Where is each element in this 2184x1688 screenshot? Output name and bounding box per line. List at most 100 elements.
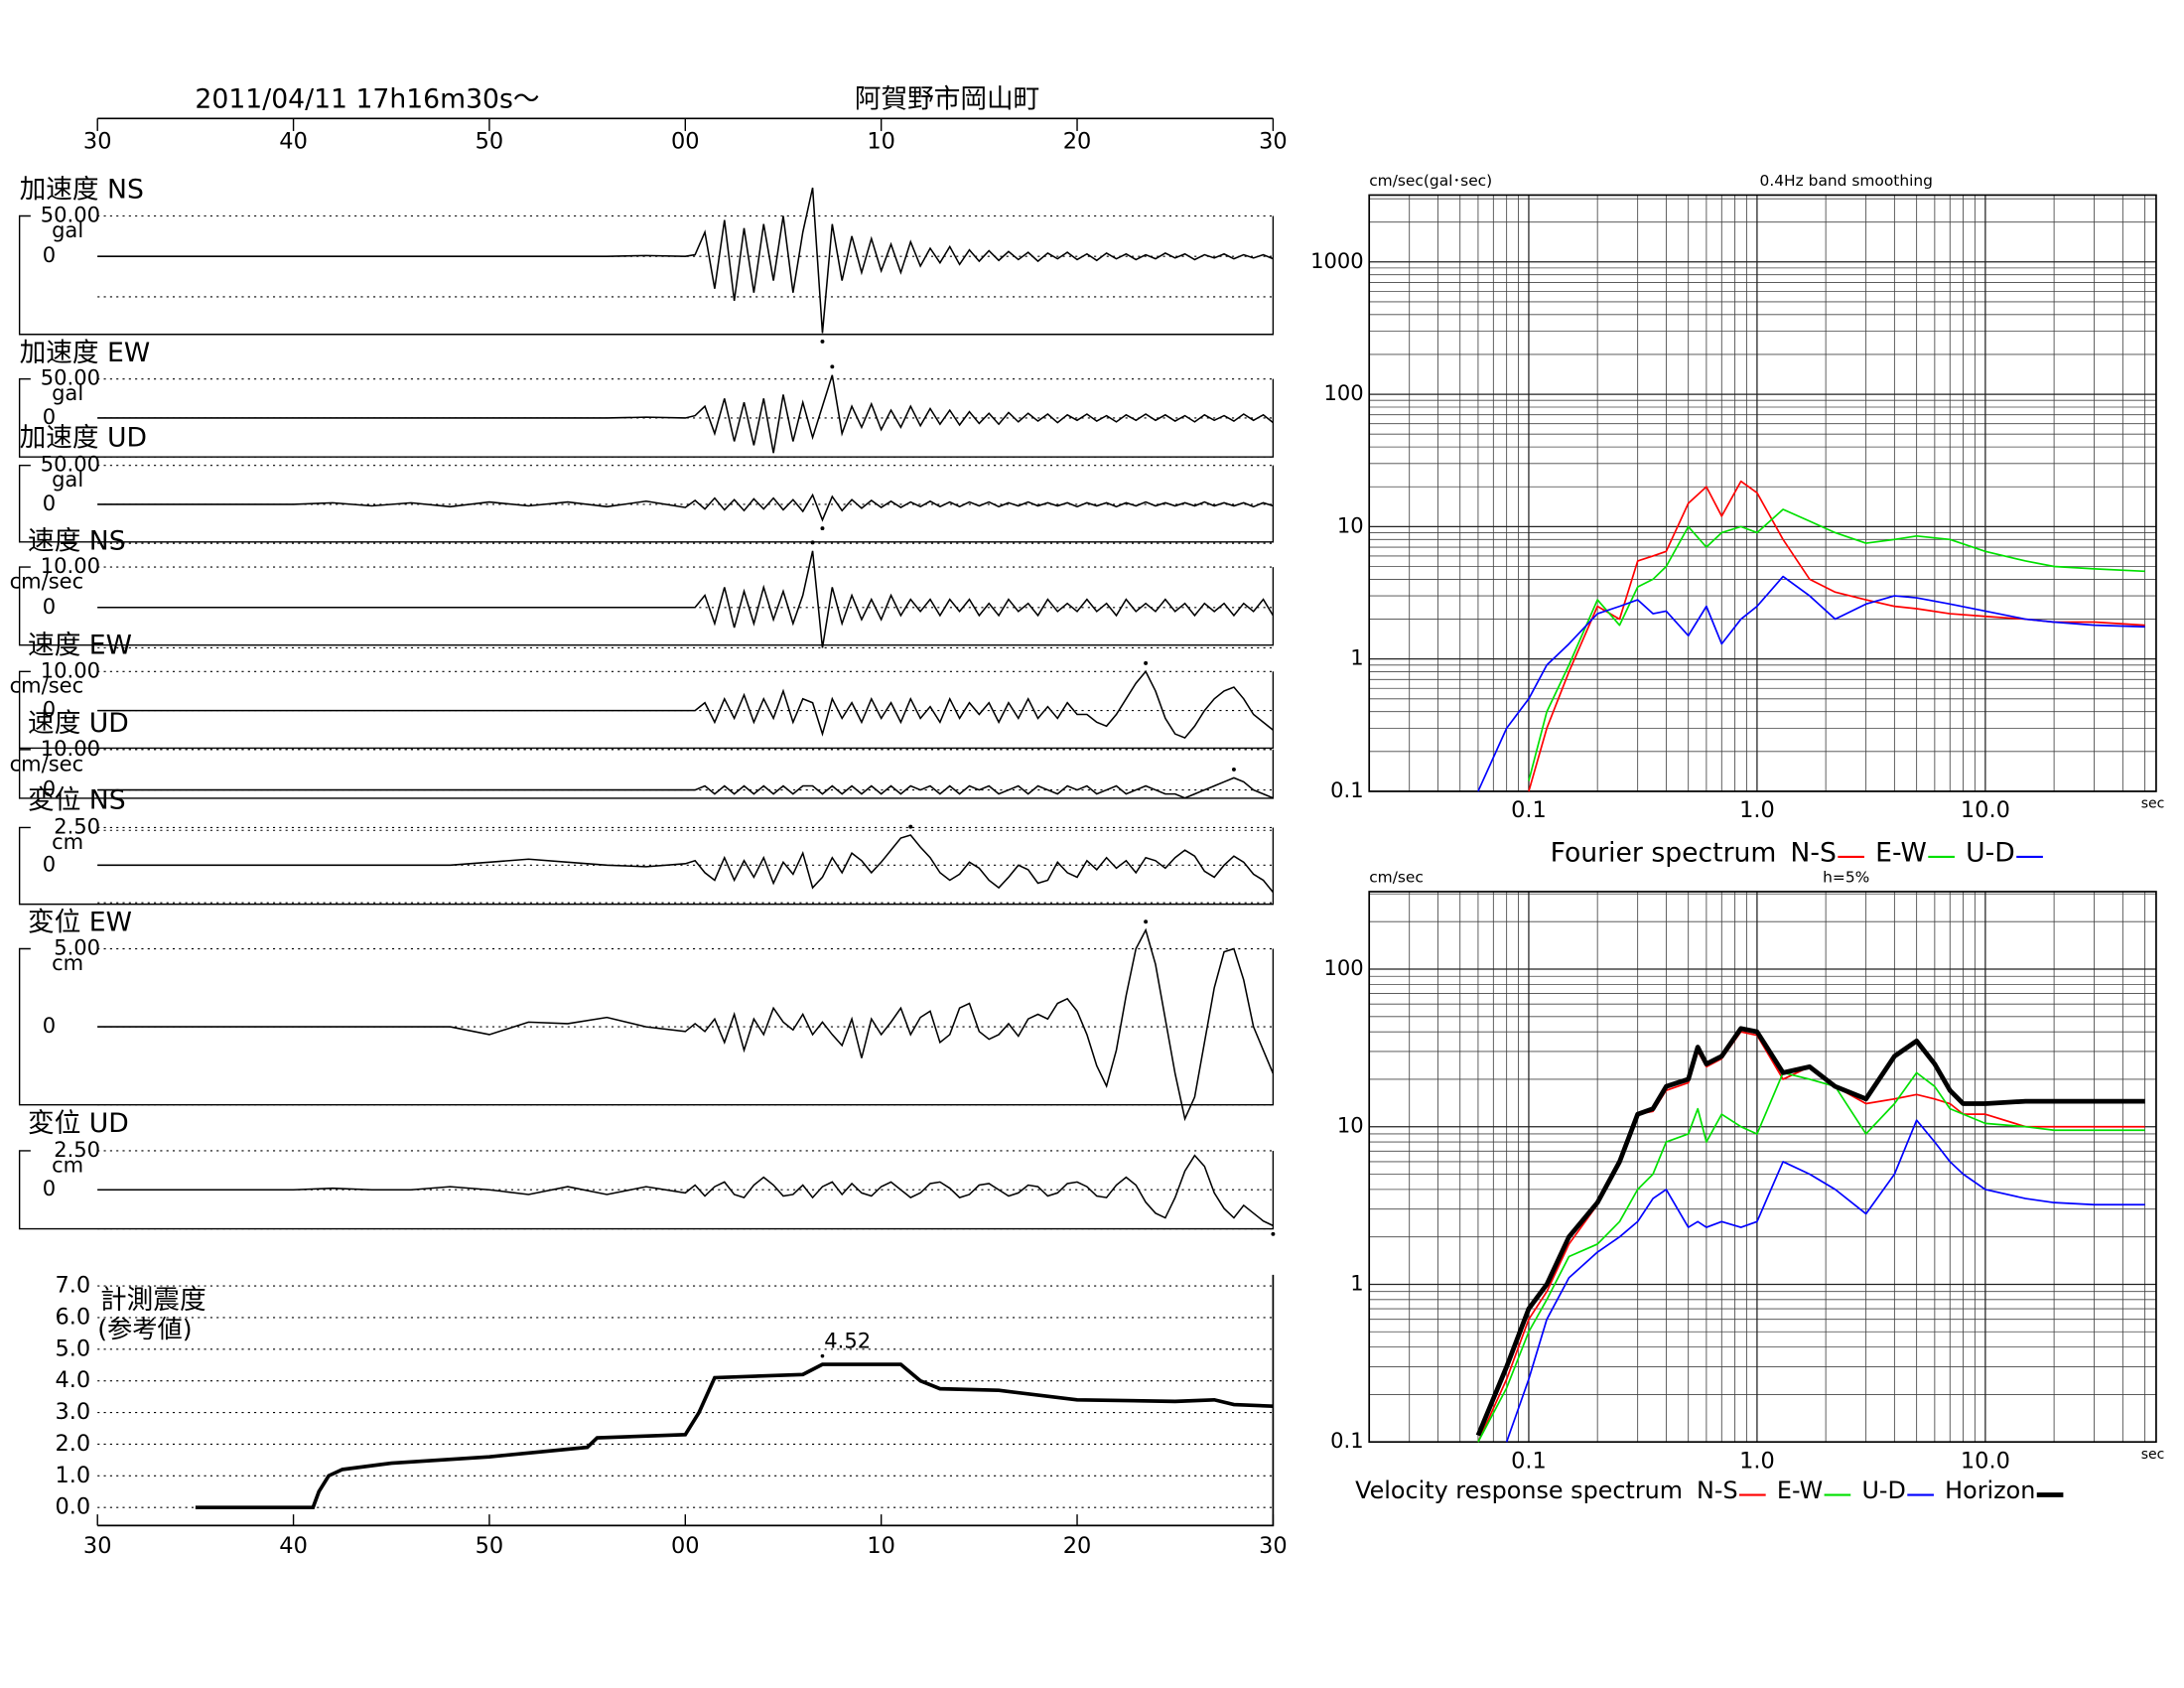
y-tick-label: 2.50 — [54, 813, 100, 838]
unit-label: cm/sec — [10, 569, 84, 594]
y-tick-label: 4.0 — [56, 1367, 91, 1393]
legend-label: Horizon — [1945, 1477, 2035, 1504]
legend-label: N-S — [1790, 838, 1836, 869]
y-tick-label: 0 — [43, 851, 56, 876]
x-tick-label: 40 — [279, 129, 308, 155]
y-tick-label: 7.0 — [56, 1273, 91, 1299]
waveform-trace — [97, 776, 1274, 799]
y-tick-label: 0.1 — [1330, 777, 1363, 802]
y-tick-label: 0 — [43, 1013, 56, 1038]
spectrum-line — [1505, 1119, 2145, 1443]
trace-name: 加速度 EW — [20, 338, 151, 368]
station-name: 阿賀野市岡山町 — [855, 84, 1040, 115]
y-axis-label: cm/sec — [1369, 868, 1424, 886]
y-tick-label: 0.0 — [56, 1494, 91, 1520]
trace-name: 変位 EW — [28, 908, 132, 938]
y-tick-label: 0 — [43, 404, 56, 429]
y-tick-label: 5.00 — [54, 935, 100, 960]
peak-marker — [820, 339, 825, 344]
x-tick-label: 0.1 — [1511, 797, 1547, 823]
y-tick-label: 1000 — [1310, 248, 1364, 273]
panel-bracket — [18, 749, 1275, 799]
waveform-trace — [97, 669, 1274, 740]
annotation-label: 4.52 — [824, 1329, 871, 1353]
y-tick-label: 0 — [43, 594, 56, 619]
legend-label: E-W — [1777, 1477, 1823, 1504]
x-tick-label: 50 — [476, 129, 504, 155]
y-tick-label: 10 — [1337, 512, 1364, 537]
x-tick-label: 1.0 — [1739, 797, 1775, 823]
y-tick-label: 0.1 — [1330, 1428, 1363, 1453]
y-tick-label: 0 — [43, 776, 56, 801]
waveform-trace — [97, 550, 1275, 648]
unit-label: cm/sec — [10, 751, 84, 775]
spectrum-line — [1477, 575, 2145, 792]
y-tick-label: 10 — [1337, 1113, 1364, 1138]
unit-label: gal — [52, 467, 83, 492]
x-tick-label: 10.0 — [1961, 1448, 2010, 1474]
y-tick-label: 2.50 — [54, 1137, 100, 1162]
y-tick-label: 100 — [1323, 955, 1363, 980]
y-tick-label: 2.0 — [56, 1431, 91, 1457]
chart-title: h=5% — [1823, 868, 1869, 886]
x-tick-label: 20 — [1063, 1533, 1092, 1559]
record-title: 2011/04/11 17h16m30s～ — [195, 84, 539, 115]
x-tick-label: 00 — [671, 1533, 700, 1559]
panel-bracket — [18, 566, 1275, 646]
y-tick-label: 1 — [1350, 1270, 1363, 1295]
waveform-trace — [97, 927, 1275, 1122]
trace-name: 速度 UD — [28, 708, 129, 739]
y-tick-label: 50.00 — [41, 365, 100, 390]
legend-caption: Velocity response spectrum — [1355, 1477, 1683, 1504]
x-axis-label: sec — [2141, 1447, 2165, 1463]
x-tick-label: 10 — [867, 129, 895, 155]
x-tick-label: 30 — [83, 1533, 112, 1559]
x-tick-label: 10.0 — [1961, 797, 2010, 823]
x-tick-label: 40 — [279, 1533, 308, 1559]
legend-label: N-S — [1697, 1477, 1738, 1504]
panel-bracket — [18, 377, 1275, 458]
y-tick-label: 0 — [43, 697, 56, 722]
peak-marker — [1144, 919, 1149, 924]
y-tick-label: 50.00 — [41, 203, 100, 227]
x-tick-label: 30 — [83, 129, 112, 155]
x-tick-label: 30 — [1259, 129, 1288, 155]
y-tick-label: 10.00 — [41, 657, 100, 682]
x-tick-label: 0.1 — [1511, 1448, 1547, 1474]
legend-label: U-D — [1861, 1477, 1905, 1504]
x-tick-label: 30 — [1259, 1533, 1288, 1559]
peak-marker — [830, 364, 835, 369]
plot-frame — [1368, 194, 2157, 792]
x-axis-label: sec — [2141, 796, 2165, 812]
panel-bracket — [18, 1150, 1275, 1230]
peak-marker — [1271, 1231, 1276, 1236]
waveform-trace — [97, 187, 1274, 334]
chart-title: 計測震度 — [100, 1285, 206, 1316]
y-tick-label: 6.0 — [56, 1304, 91, 1330]
y-tick-label: 1.0 — [56, 1463, 91, 1488]
y-tick-label: 3.0 — [56, 1399, 91, 1425]
x-tick-label: 1.0 — [1739, 1448, 1775, 1474]
peak-marker — [820, 526, 825, 531]
peak-marker — [810, 540, 815, 545]
panel-bracket — [18, 464, 1275, 543]
y-tick-label: 100 — [1323, 380, 1363, 405]
y-tick-label: 0 — [43, 1176, 56, 1200]
spectrum-line — [1477, 1071, 2145, 1443]
legend-label: E-W — [1875, 838, 1927, 869]
spectrum-line — [1528, 508, 2145, 781]
unit-label: cm — [52, 950, 83, 975]
peak-marker — [1231, 767, 1236, 772]
waveform-trace — [97, 492, 1274, 522]
unit-label: cm — [52, 829, 83, 854]
peak-marker — [908, 824, 913, 829]
y-tick-label: 0 — [43, 491, 56, 515]
y-tick-label: 50.00 — [41, 452, 100, 477]
chart-subtitle: (参考値) — [97, 1315, 192, 1343]
y-tick-label: 0 — [43, 242, 56, 267]
trace-name: 加速度 UD — [20, 422, 147, 453]
waveform-trace — [97, 374, 1274, 454]
y-tick-label: 1 — [1350, 645, 1363, 670]
